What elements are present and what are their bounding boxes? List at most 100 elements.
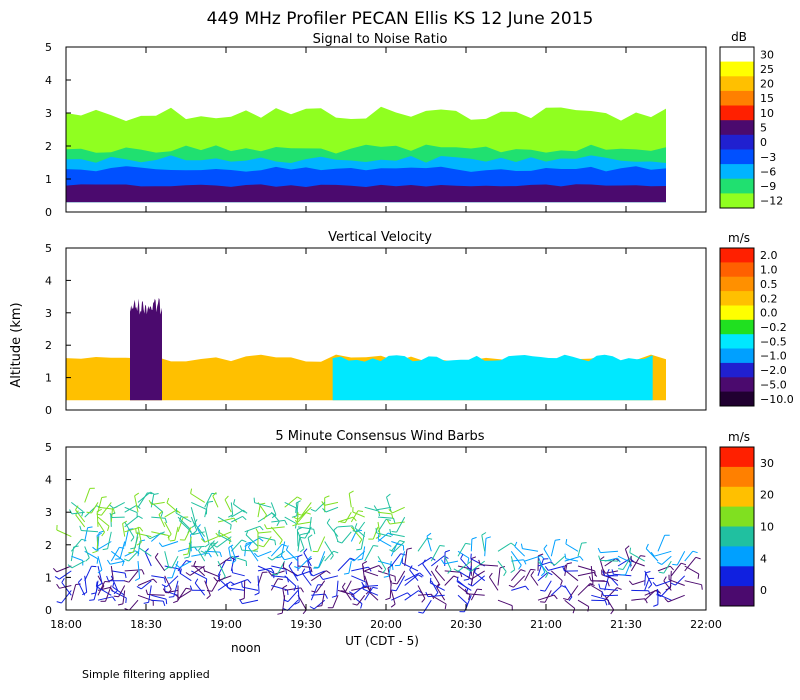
wind-barb [484,538,487,557]
wind-barb-feather [471,536,477,540]
wind-barb [322,575,339,580]
colorbar-swatch [720,61,754,77]
wind-barb-feather [113,589,118,595]
colorbar-label: −0.2 [760,321,787,334]
wind-barb-feather [386,493,391,498]
wind-barb [97,556,103,571]
wind-barb-feather [164,577,166,583]
wind-barb [97,516,110,527]
wind-barb-feather [465,542,471,545]
wind-barb [177,517,184,532]
colorbar-unit: dB [731,30,747,44]
wind-barb-feather [293,516,299,520]
wind-barb [401,562,419,572]
wind-barb [188,541,192,558]
x-tick-label: 19:30 [290,618,322,631]
wind-barb-feather [253,497,256,503]
wind-barb-feather [331,595,337,598]
wind-barb [377,560,393,566]
wind-barb-feather [254,592,260,596]
wind-barb-feather [117,603,124,606]
wind-barb-feather [194,578,199,584]
wind-barb-feather [189,585,193,591]
wind-barb-feather [510,569,515,574]
wind-barb-feather [562,566,565,572]
wind-barb [286,549,299,562]
colorbar-label: −5.0 [760,379,787,392]
wind-barb-feather [392,582,398,585]
wind-barb [179,589,192,599]
wind-barb-feather [194,519,198,524]
wind-barb-feather [123,580,130,583]
wind-barb [513,575,526,588]
colorbar-label: 20 [760,78,774,91]
wind-barb-feather [109,512,113,518]
wind-barb [548,565,565,571]
wind-barb [426,536,432,552]
wind-barb [362,546,366,560]
wind-barb [376,506,392,511]
colorbar-swatch [720,506,754,527]
colorbar-swatch [720,105,754,121]
wind-barb [317,536,326,552]
wind-barb [514,546,526,557]
wind-barb [390,533,405,538]
wind-barb [377,516,394,519]
wind-barb-feather [362,560,368,565]
colorbar-swatch [720,546,754,567]
wind-barb-feather [141,569,145,575]
panel-title: Signal to Noise Ratio [313,32,448,47]
colorbar-swatch [720,486,754,508]
y-tick-label: 1 [45,173,52,186]
wind-barb [351,566,369,572]
wind-barb-feather [97,569,103,574]
wind-barb [71,555,83,561]
wind-barb-feather [373,545,379,547]
wind-barb-feather [474,567,477,573]
wind-barb [604,575,610,591]
wind-barb-feather [213,576,218,582]
wind-barb-feather [268,571,272,576]
wind-barb [372,526,379,540]
wind-barb [444,570,461,573]
wind-barb [164,509,177,518]
wind-barb-feather [393,518,396,524]
wind-barb [257,504,261,518]
wind-barb [137,492,148,508]
wind-barb-feather [112,596,116,602]
wind-barb-feather [167,535,170,541]
y-tick-label: 0 [45,404,52,417]
wind-barb-feather [106,559,111,565]
wind-barb [191,565,204,568]
wind-barb-feather [183,553,189,556]
wind-barb-feather [663,576,667,582]
wind-barb-feather [75,505,79,511]
wind-barb [471,575,486,587]
wind-barb [171,560,179,578]
wind-barb [84,566,92,581]
wind-barb-feather [54,575,60,580]
wind-barb-feather [540,589,546,592]
wind-barb [422,563,432,577]
y-axis-label: Altitude (km) [9,302,24,387]
wind-barb-feather [349,558,355,562]
wind-barb-feather [360,603,363,609]
wind-barb-feather [206,595,211,600]
colorbar-unit: m/s [728,430,750,444]
wind-barb [217,581,231,591]
wind-barb [675,575,686,586]
wind-barb-feather [219,551,222,558]
wind-barb-feather [471,556,477,560]
wind-barb [124,521,135,538]
wind-barb [301,502,312,516]
wind-barb-feather [162,600,166,607]
wind-barb-feather [247,542,252,548]
wind-barb-feather [241,582,243,588]
wind-barb-feather [96,513,102,516]
wind-barb [357,521,366,533]
colorbar-label: 0 [760,584,767,597]
wind-barb [657,593,672,601]
wind-barb [97,497,103,513]
wind-barb [364,565,380,572]
